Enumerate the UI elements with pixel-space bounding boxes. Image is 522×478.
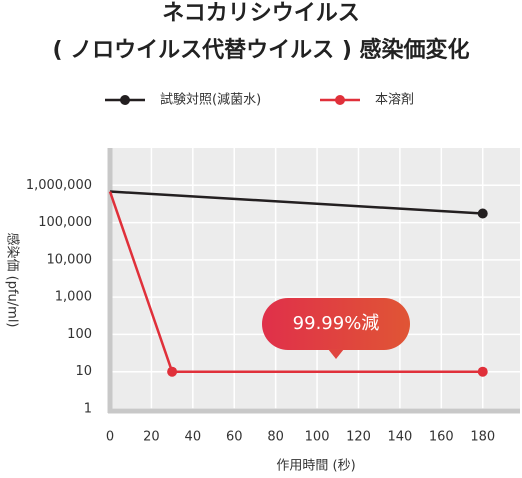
x-tick-label: 140 bbox=[387, 430, 412, 445]
y-tick-label: 1,000 bbox=[55, 290, 92, 305]
annotation: 99.99%減 bbox=[293, 313, 380, 334]
x-tick-label: 180 bbox=[470, 430, 495, 445]
x-tick-label: 80 bbox=[267, 430, 284, 445]
x-tick-label: 120 bbox=[346, 430, 371, 445]
x-tick-label: 160 bbox=[429, 430, 454, 445]
series-line bbox=[109, 190, 483, 215]
x-tick-label: 20 bbox=[143, 430, 160, 445]
legend-marker bbox=[335, 95, 345, 105]
y-tick-label: 10,000 bbox=[47, 252, 93, 267]
x-axis-label: 作用時間 (秒) bbox=[276, 459, 355, 474]
annotation-pointer bbox=[328, 349, 344, 359]
y-tick-label: 10 bbox=[75, 364, 92, 379]
x-tick-label: 60 bbox=[226, 430, 243, 445]
y-tick-label: 100,000 bbox=[38, 215, 92, 230]
data-point bbox=[167, 366, 178, 377]
legend-label: 本溶剤 bbox=[375, 92, 414, 108]
data-point bbox=[477, 366, 488, 377]
plot-area bbox=[110, 148, 520, 409]
chart-title: ( ノロウイルス代替ウイルス ) 感染価変化 bbox=[52, 37, 469, 63]
data-point bbox=[477, 208, 488, 219]
x-tick-label: 100 bbox=[305, 430, 330, 445]
legend-label: 試験対照(減菌水) bbox=[160, 92, 261, 108]
annotation-bubble bbox=[262, 298, 410, 350]
y-tick-label: 1 bbox=[84, 402, 92, 417]
x-tick-label: 40 bbox=[185, 430, 202, 445]
y-tick-label: 100 bbox=[67, 327, 92, 342]
y-tick-label: 1,000,000 bbox=[26, 178, 92, 193]
x-tick-label: 0 bbox=[106, 430, 114, 445]
chart-title: ネコカリシウイルス bbox=[162, 1, 360, 26]
legend-marker bbox=[120, 95, 130, 105]
y-axis-label: 感染価 (pfu/ml) bbox=[5, 233, 21, 328]
